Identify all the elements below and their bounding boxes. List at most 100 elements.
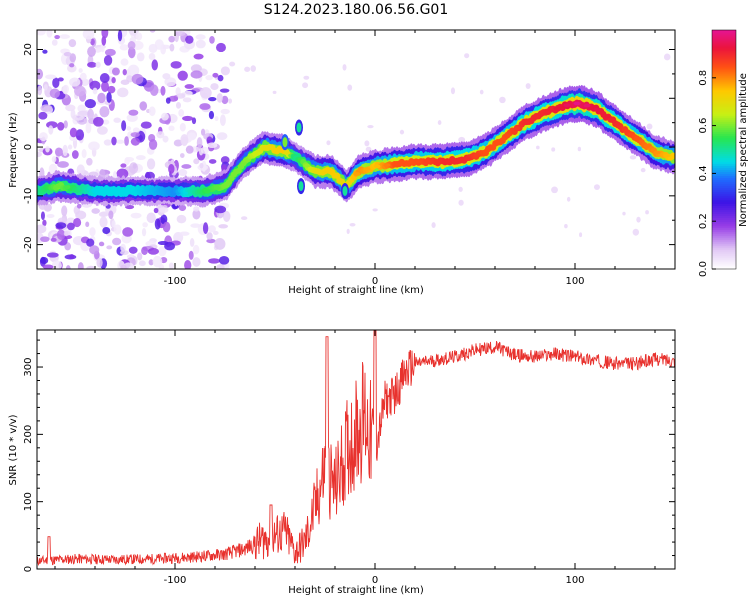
- noise-speckle: [216, 93, 223, 103]
- colorbar-step: [712, 197, 736, 200]
- colorbar-step: [712, 81, 736, 85]
- noise-speckle: [74, 85, 86, 97]
- noise-speckle: [120, 264, 127, 269]
- colorbar-step: [712, 229, 736, 232]
- noise-speckle: [303, 75, 310, 80]
- colorbar-step: [712, 117, 736, 121]
- noise-speckle: [179, 122, 186, 132]
- noise-speckle: [214, 116, 219, 122]
- noise-speckle: [121, 120, 127, 132]
- ridge-peak: [303, 163, 311, 168]
- colorbar-step: [712, 65, 736, 69]
- noise-speckle: [63, 120, 68, 129]
- noise-speckle: [48, 125, 54, 135]
- noise-speckle: [146, 158, 156, 170]
- noise-speckle: [57, 161, 69, 168]
- colorbar-step: [712, 169, 736, 173]
- noise-speckle: [117, 30, 123, 42]
- noise-speckle: [208, 110, 215, 120]
- noise-speckle: [632, 228, 640, 236]
- noise-speckle: [89, 80, 101, 91]
- noise-speckle: [228, 98, 233, 104]
- noise-speckle: [57, 121, 65, 131]
- spectrogram-plot-area: [37, 30, 675, 269]
- noise-speckle: [80, 78, 90, 86]
- colorbar-ticks: 0.0 0.2 0.4 0.6 0.8: [698, 70, 716, 277]
- noise-speckle: [622, 211, 626, 216]
- ridge-peak: [423, 159, 431, 164]
- noise-speckle: [131, 73, 144, 85]
- noise-speckle: [189, 238, 195, 247]
- noise-speckle: [148, 43, 158, 53]
- noise-speckle: [76, 203, 82, 209]
- ridge-peak: [453, 158, 461, 163]
- colorbar-step: [712, 71, 736, 75]
- colorbar-step: [712, 195, 736, 198]
- ridge-peak: [373, 164, 381, 169]
- noise-speckle: [220, 66, 230, 76]
- noise-speckle: [178, 169, 188, 177]
- noise-speckle: [99, 106, 110, 118]
- colorbar-step: [712, 93, 736, 97]
- noise-speckle: [45, 145, 50, 153]
- noise-speckle: [91, 208, 100, 214]
- noise-speckle: [62, 144, 68, 157]
- colorbar-step: [712, 31, 736, 35]
- noise-speckle: [222, 210, 231, 222]
- noise-speckle: [104, 48, 116, 57]
- noise-speckle: [86, 265, 96, 269]
- noise-speckle: [229, 61, 236, 67]
- noise-speckle: [205, 74, 214, 81]
- ridge-peak: [473, 153, 481, 157]
- ridge-peak: [533, 115, 541, 119]
- noise-speckle: [98, 241, 105, 247]
- noise-speckle: [66, 222, 75, 231]
- noise-speckle: [43, 84, 48, 91]
- noise-speckle: [66, 64, 77, 73]
- noise-speckle: [120, 163, 127, 168]
- colorbar-step: [712, 137, 736, 141]
- colorbar-step: [712, 89, 736, 93]
- colorbar-step: [712, 225, 736, 228]
- noise-speckle: [50, 237, 57, 242]
- x-tick-label: 0: [372, 575, 378, 586]
- noise-speckle: [90, 38, 95, 46]
- colorbar-step: [712, 187, 736, 190]
- noise-speckle: [168, 125, 175, 131]
- ridge-peak: [653, 150, 661, 155]
- noise-speckle: [71, 150, 79, 159]
- noise-speckle: [101, 30, 109, 39]
- noise-speckle: [176, 214, 187, 224]
- noise-speckle: [216, 132, 228, 141]
- noise-speckle: [142, 222, 148, 228]
- colorbar-step: [712, 79, 736, 83]
- ridge-peak: [213, 186, 221, 190]
- noise-speckle: [165, 97, 171, 104]
- noise-speckle: [154, 218, 161, 230]
- noise-speckle: [577, 146, 582, 152]
- noise-speckle: [88, 141, 100, 151]
- noise-speckle: [192, 257, 201, 267]
- colorbar-step: [712, 219, 736, 222]
- noise-speckle: [87, 61, 97, 68]
- ridge-segment: [669, 152, 675, 159]
- noise-speckle: [127, 41, 136, 50]
- noise-speckle: [42, 264, 54, 269]
- ridge-peak: [333, 175, 341, 179]
- colorbar-step: [712, 53, 736, 57]
- ridge-peak: [463, 156, 471, 161]
- noise-speckle: [168, 164, 175, 174]
- noise-speckle: [132, 40, 144, 51]
- y-tick-label: 0: [23, 144, 34, 150]
- noise-speckle: [40, 104, 53, 112]
- noise-speckle: [37, 151, 42, 158]
- colorbar-step: [712, 199, 736, 202]
- ridge-peak: [633, 136, 641, 141]
- colorbar-step: [712, 125, 736, 129]
- noise-speckle: [464, 53, 470, 59]
- colorbar-step: [712, 109, 736, 113]
- ridge-peak: [403, 160, 411, 165]
- x-tick-label: 100: [565, 276, 584, 287]
